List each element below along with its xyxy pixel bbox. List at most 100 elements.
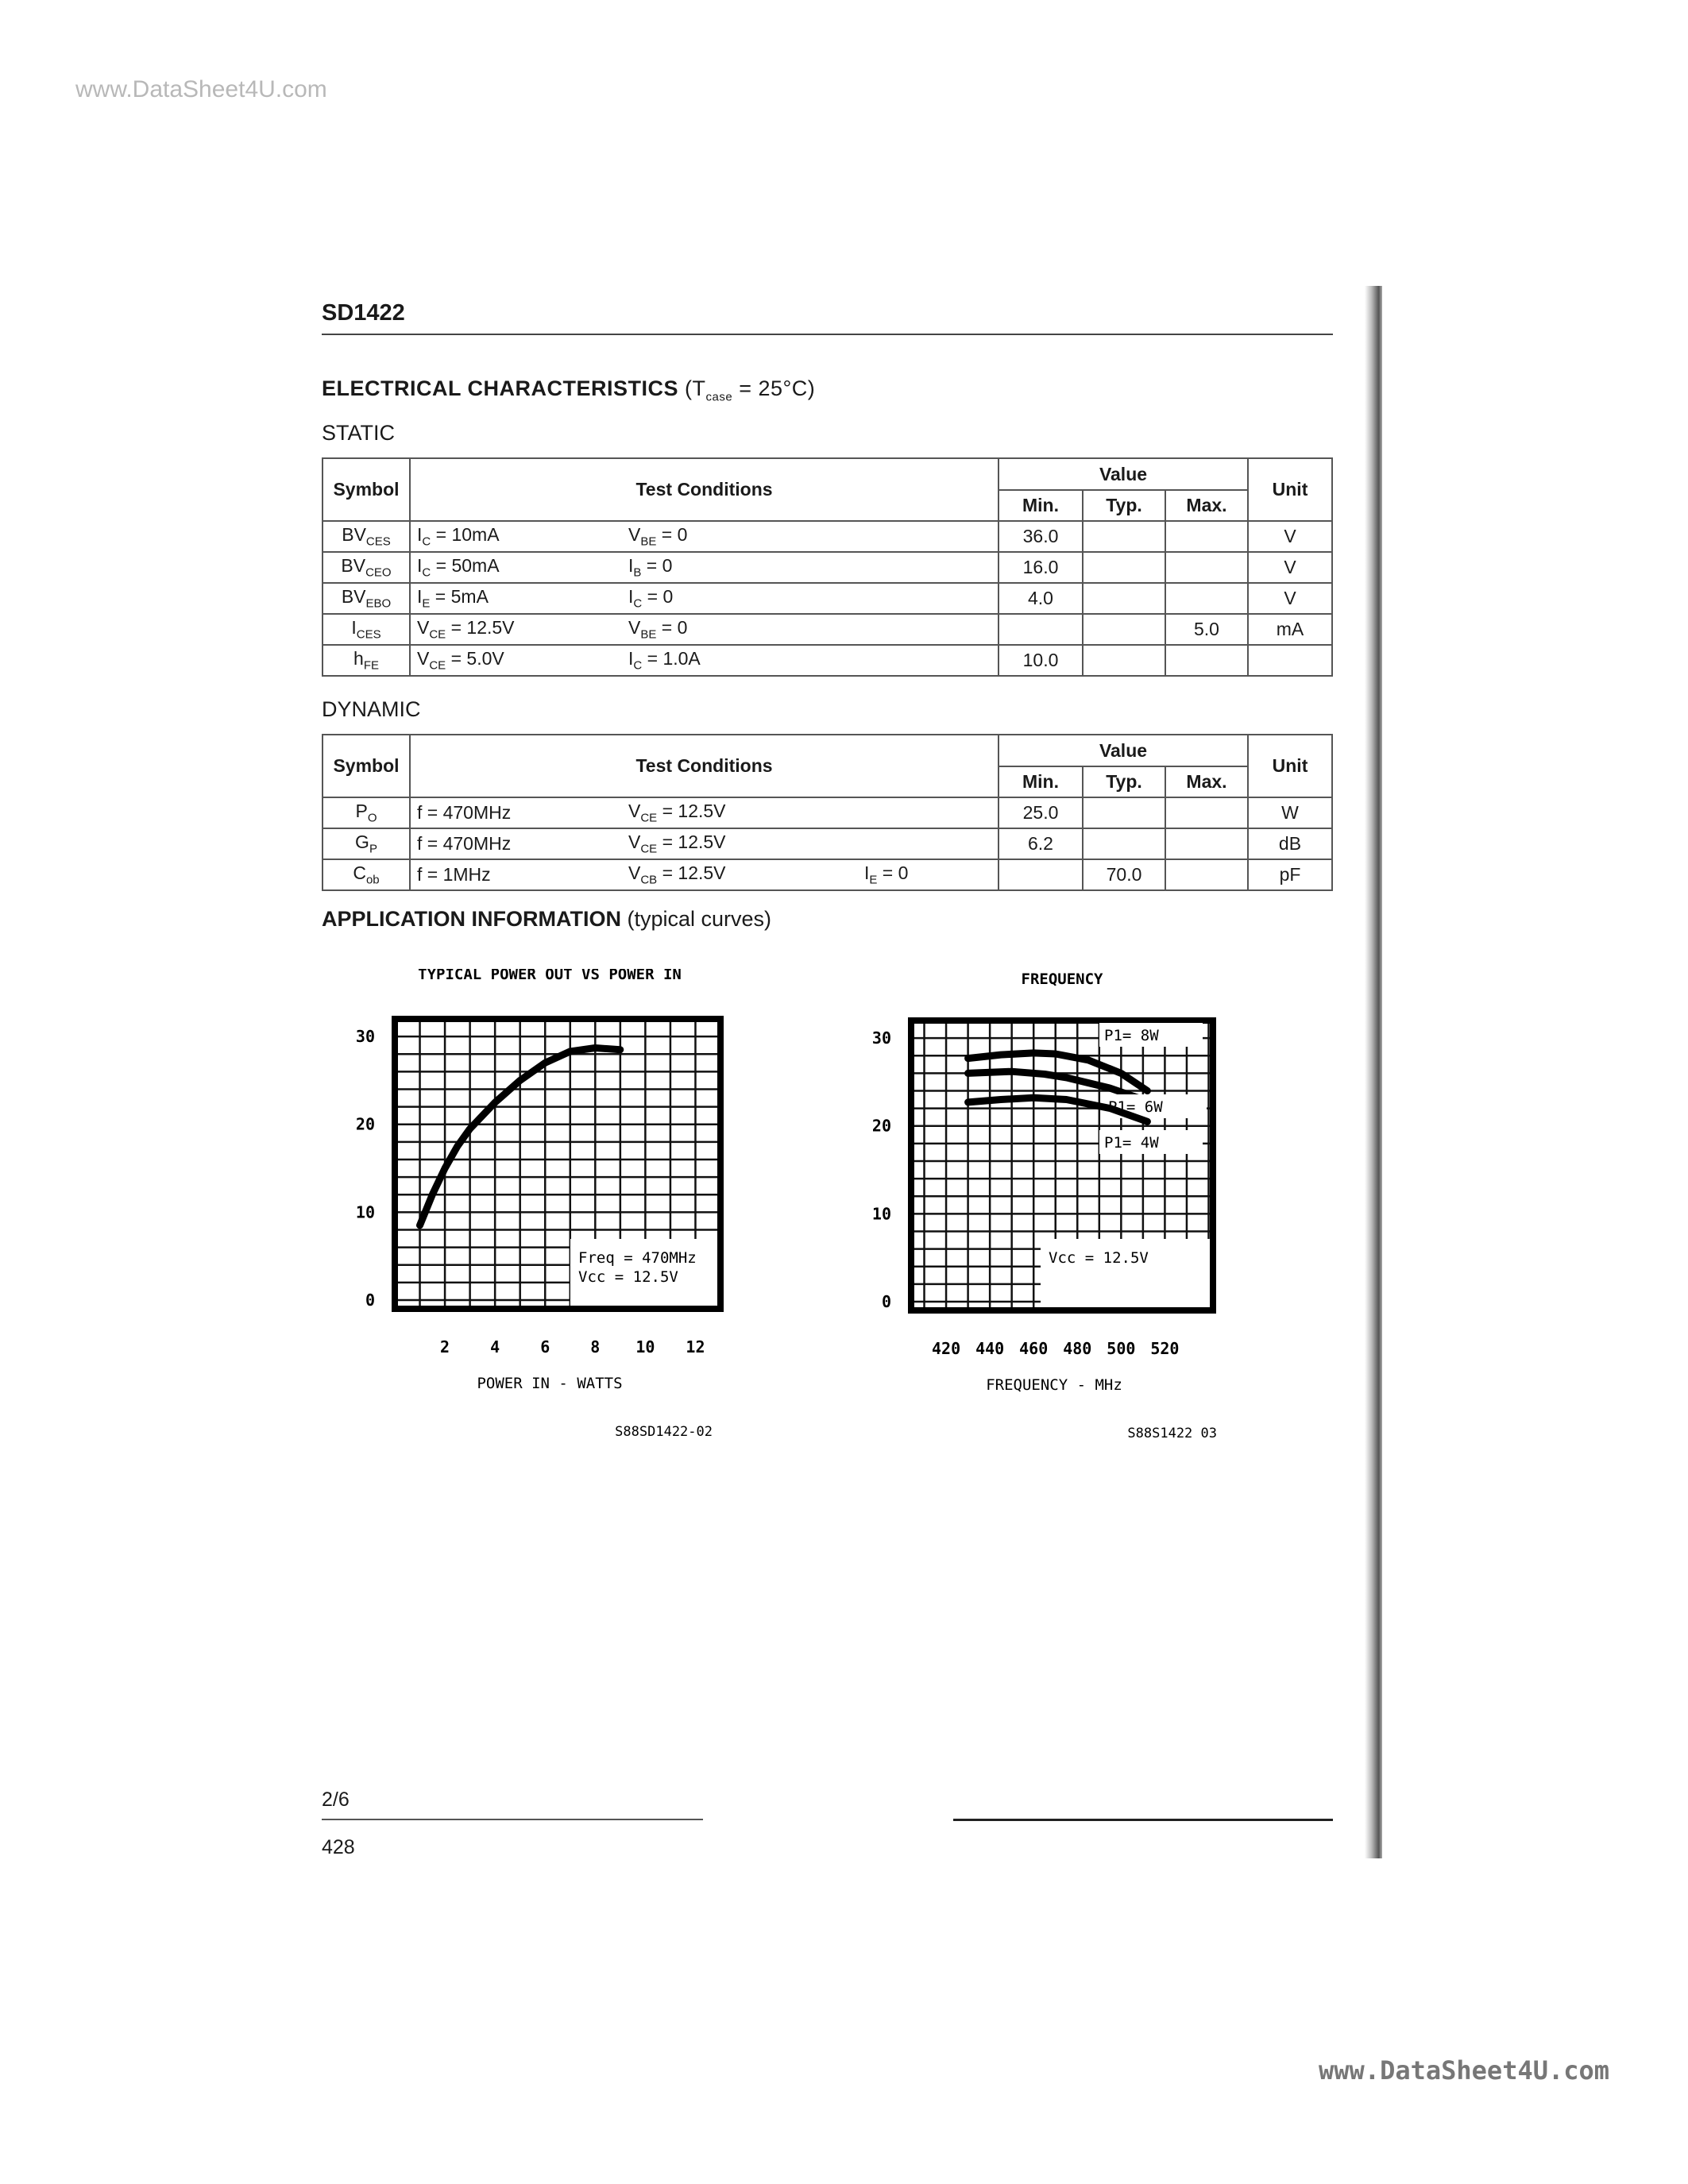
cond2: V <box>628 862 641 884</box>
min-value: 6.2 <box>1028 833 1053 854</box>
min-value: 25.0 <box>1022 802 1059 823</box>
symbol-sub: CES <box>356 627 381 642</box>
y-tick-label: 10 <box>356 1202 375 1221</box>
chart-power-out-vs-frequency: TYPICAL BROADBAND POWER OUT VSFREQUENCYV… <box>872 970 1217 1441</box>
cond1: V <box>417 617 430 639</box>
chart-title-line2: FREQUENCY <box>1022 970 1104 988</box>
annotation-text: Freq = 470MHz <box>578 1249 697 1267</box>
footer-rule-left <box>322 1819 703 1820</box>
cond2-value: = 12.5V <box>657 832 726 853</box>
watermark-bottom[interactable]: www.DataSheet4U.com <box>1319 2055 1610 2086</box>
series-line-0 <box>416 1044 624 1229</box>
footer-rule-right <box>953 1819 1333 1821</box>
cond2: V <box>628 617 641 639</box>
header-symbol: Symbol <box>322 734 411 798</box>
y-tick-label: 0 <box>365 1291 375 1310</box>
symbol: BV <box>341 586 366 608</box>
header-min: Min. <box>998 766 1083 798</box>
series-label-bg <box>1099 1130 1203 1154</box>
cond2: I <box>628 648 634 669</box>
symbol-sub: O <box>367 811 377 825</box>
page-number: 428 <box>322 1836 355 1858</box>
symbol-sub: EBO <box>365 596 392 611</box>
table-row: GP f = 470MHz VCE = 12.5V 6.2 dB <box>322 828 1333 860</box>
x-tick-label: 4 <box>490 1337 500 1356</box>
min-value: 4.0 <box>1028 588 1053 608</box>
cond2: V <box>628 832 641 853</box>
symbol: G <box>355 832 369 853</box>
cond2-sub: C <box>633 596 643 611</box>
header-max: Max. <box>1165 766 1249 798</box>
figure-code: S88S1422 03 <box>1127 1426 1217 1441</box>
y-tick-label: 20 <box>356 1115 375 1134</box>
cond1-value: = 10mA <box>431 524 500 546</box>
cond2-value: = 12.5V <box>657 801 726 822</box>
cond2: V <box>628 524 641 546</box>
cond3: I <box>864 862 870 884</box>
cond3-value: = 0 <box>877 862 909 884</box>
typ-value: 70.0 <box>1106 864 1142 885</box>
scan-edge-shadow <box>1365 286 1382 1858</box>
table-row: hFE VCE = 5.0V IC = 1.0A 10.0 <box>322 644 1333 677</box>
watermark-top[interactable]: www.DataSheet4U.com <box>75 76 327 102</box>
series-line-2 <box>964 1094 1151 1125</box>
symbol: P <box>355 801 368 822</box>
cond2-value: = 0 <box>656 617 688 639</box>
series-label: P1= 8W <box>1104 1027 1159 1044</box>
symbol-sub: ob <box>365 873 380 887</box>
plot-frame <box>908 1017 1216 1314</box>
cond2: V <box>628 801 641 822</box>
cond1-value: = 50mA <box>431 555 500 577</box>
series-line-0 <box>964 1049 1151 1094</box>
cond1: I <box>417 524 423 546</box>
table-row: Cob f = 1MHz VCB = 12.5V IE = 0 70.0 pF <box>322 859 1333 891</box>
symbol-sub: CES <box>365 534 391 549</box>
symbol: h <box>353 648 364 669</box>
cond2: I <box>628 586 634 608</box>
y-tick-label: 30 <box>356 1027 375 1046</box>
x-tick-label: 10 <box>635 1337 655 1356</box>
part-number: SD1422 <box>322 300 405 326</box>
table-row: ICES VCE = 12.5V VBE = 0 5.0 mA <box>322 613 1333 646</box>
symbol-sub: CEO <box>365 565 392 580</box>
cond2-value: = 1.0A <box>642 648 701 669</box>
header-conditions: Test Conditions <box>409 457 999 522</box>
symbol: BV <box>342 524 366 546</box>
unit: W <box>1281 802 1299 823</box>
y-tick-label: 20 <box>872 1117 891 1136</box>
cond2: I <box>628 555 634 577</box>
x-tick-label: 440 <box>975 1339 1004 1358</box>
cond2-sub: C <box>633 658 643 673</box>
application-subtitle: (typical curves) <box>627 907 772 931</box>
min-value: 10.0 <box>1022 650 1059 670</box>
unit: V <box>1284 588 1296 608</box>
unit: mA <box>1276 619 1304 639</box>
cond1-value: = 5mA <box>430 586 489 608</box>
x-tick-label: 8 <box>590 1337 600 1356</box>
page-of: 2/6 <box>322 1788 350 1811</box>
header-value: Value <box>998 457 1249 491</box>
chart-title: TYPICAL POWER OUT VS POWER IN <box>418 969 682 983</box>
header-conditions: Test Conditions <box>409 734 999 798</box>
y-tick-label: 0 <box>882 1292 891 1311</box>
symbol: BV <box>341 555 366 577</box>
cond1-sub: C <box>422 534 431 549</box>
series-label: P1= 4W <box>1104 1134 1159 1152</box>
cond2-sub: CE <box>640 842 658 856</box>
cond1-value: = 12.5V <box>446 617 515 639</box>
cond2-sub: BE <box>640 627 657 642</box>
header-unit: Unit <box>1247 734 1333 798</box>
header-max: Max. <box>1165 489 1249 522</box>
annotation-box <box>1041 1239 1211 1310</box>
cond1: I <box>417 586 423 608</box>
table-row: PO f = 470MHz VCE = 12.5V 25.0 W <box>322 797 1333 829</box>
dynamic-table: Symbol Test Conditions Value Unit Min. Typ. Ma… <box>322 734 1333 891</box>
symbol-sub: FE <box>363 658 379 673</box>
cond-suffix: = 25°C) <box>732 376 816 400</box>
application-heading: APPLICATION INFORMATION (typical curves) <box>322 907 771 932</box>
static-label: STATIC <box>322 421 395 445</box>
table-row: BVCEO IC = 50mA IB = 0 16.0 V <box>322 551 1333 584</box>
unit: dB <box>1278 833 1302 854</box>
application-title: APPLICATION INFORMATION <box>322 907 621 931</box>
cond3-sub: E <box>869 873 878 887</box>
